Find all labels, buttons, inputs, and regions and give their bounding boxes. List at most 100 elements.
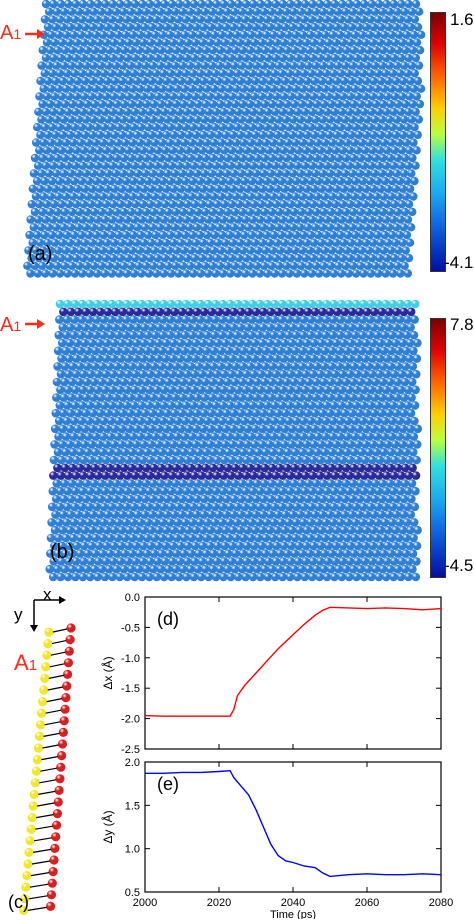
atom: [319, 261, 328, 270]
atom: [290, 533, 300, 543]
atom: [122, 269, 131, 278]
atom: [358, 518, 367, 527]
atom: [216, 138, 226, 147]
atom: [81, 61, 91, 70]
atom: [279, 440, 289, 449]
atom: [294, 92, 303, 101]
atom: [148, 393, 157, 402]
atom: [268, 432, 278, 441]
atom: [77, 230, 86, 240]
atom: [76, 192, 85, 201]
atom: [159, 486, 169, 496]
atom: [267, 153, 276, 163]
atom: [302, 510, 312, 519]
atom: [397, 92, 407, 101]
atom: [133, 115, 142, 124]
atom: [291, 176, 301, 186]
atom: [156, 153, 165, 163]
atom: [240, 486, 250, 496]
atom: [127, 46, 136, 55]
atom: [116, 253, 125, 263]
atom: [106, 416, 116, 426]
atom: [147, 323, 156, 332]
atom: [235, 38, 244, 47]
atom: [102, 130, 112, 140]
atom: [46, 138, 56, 147]
atom: [354, 525, 363, 535]
atom: [185, 261, 195, 270]
atom: [291, 30, 300, 39]
atom: [240, 176, 249, 186]
atom: [184, 184, 193, 193]
atom: [134, 153, 143, 163]
atom: [233, 269, 242, 278]
atom: [306, 416, 316, 426]
atom: [243, 76, 252, 86]
atom: [391, 510, 401, 519]
atom: [101, 92, 111, 101]
atom: [358, 15, 368, 24]
atom: [52, 207, 62, 217]
atom: [162, 22, 171, 32]
atom: [102, 238, 111, 247]
atom: [289, 377, 299, 387]
atom: [384, 307, 394, 317]
atom: [363, 7, 372, 16]
atom: [412, 455, 421, 465]
atom: [223, 207, 232, 217]
atom: [206, 238, 215, 247]
atom: [311, 115, 320, 124]
atom: [364, 362, 373, 371]
atom: [410, 502, 420, 512]
atom: [154, 22, 164, 32]
atom: [363, 99, 373, 109]
atom: [410, 299, 420, 309]
atom: [147, 22, 156, 32]
atom: [69, 518, 79, 527]
atom: [148, 479, 158, 488]
atom: [245, 207, 254, 217]
atom: [199, 76, 208, 86]
atom: [350, 518, 360, 527]
atom: [290, 192, 300, 201]
atom: [289, 479, 298, 488]
atom: [383, 541, 392, 551]
atom: [351, 299, 361, 309]
atom: [132, 238, 141, 247]
atom: [210, 518, 219, 527]
atom: [56, 0, 65, 9]
atom: [273, 323, 282, 332]
atom: [378, 46, 388, 55]
atom: [180, 176, 190, 186]
yellow-atom: [24, 847, 34, 857]
atom: [289, 153, 299, 163]
atom: [243, 323, 253, 332]
atom: [146, 338, 156, 348]
atom: [169, 408, 179, 418]
red-atom: [46, 890, 57, 900]
atom: [175, 146, 185, 155]
atom: [176, 525, 186, 535]
atom: [299, 315, 308, 324]
atom: [405, 525, 415, 535]
atom: [197, 253, 206, 263]
atom: [262, 15, 272, 24]
atom: [188, 315, 197, 324]
atom: [250, 238, 259, 247]
atom: [86, 0, 95, 9]
atom: [130, 471, 140, 480]
atom: [350, 30, 359, 39]
atom: [346, 130, 356, 140]
atom: [95, 22, 105, 32]
atom: [211, 572, 221, 582]
atom: [50, 440, 59, 449]
atom: [200, 61, 209, 70]
atom: [135, 346, 144, 356]
atom: [106, 84, 115, 93]
atom: [228, 22, 238, 32]
atom: [51, 169, 61, 178]
atom: [385, 7, 394, 16]
atom: [326, 564, 336, 574]
atom: [109, 146, 118, 155]
atom: [90, 346, 100, 356]
